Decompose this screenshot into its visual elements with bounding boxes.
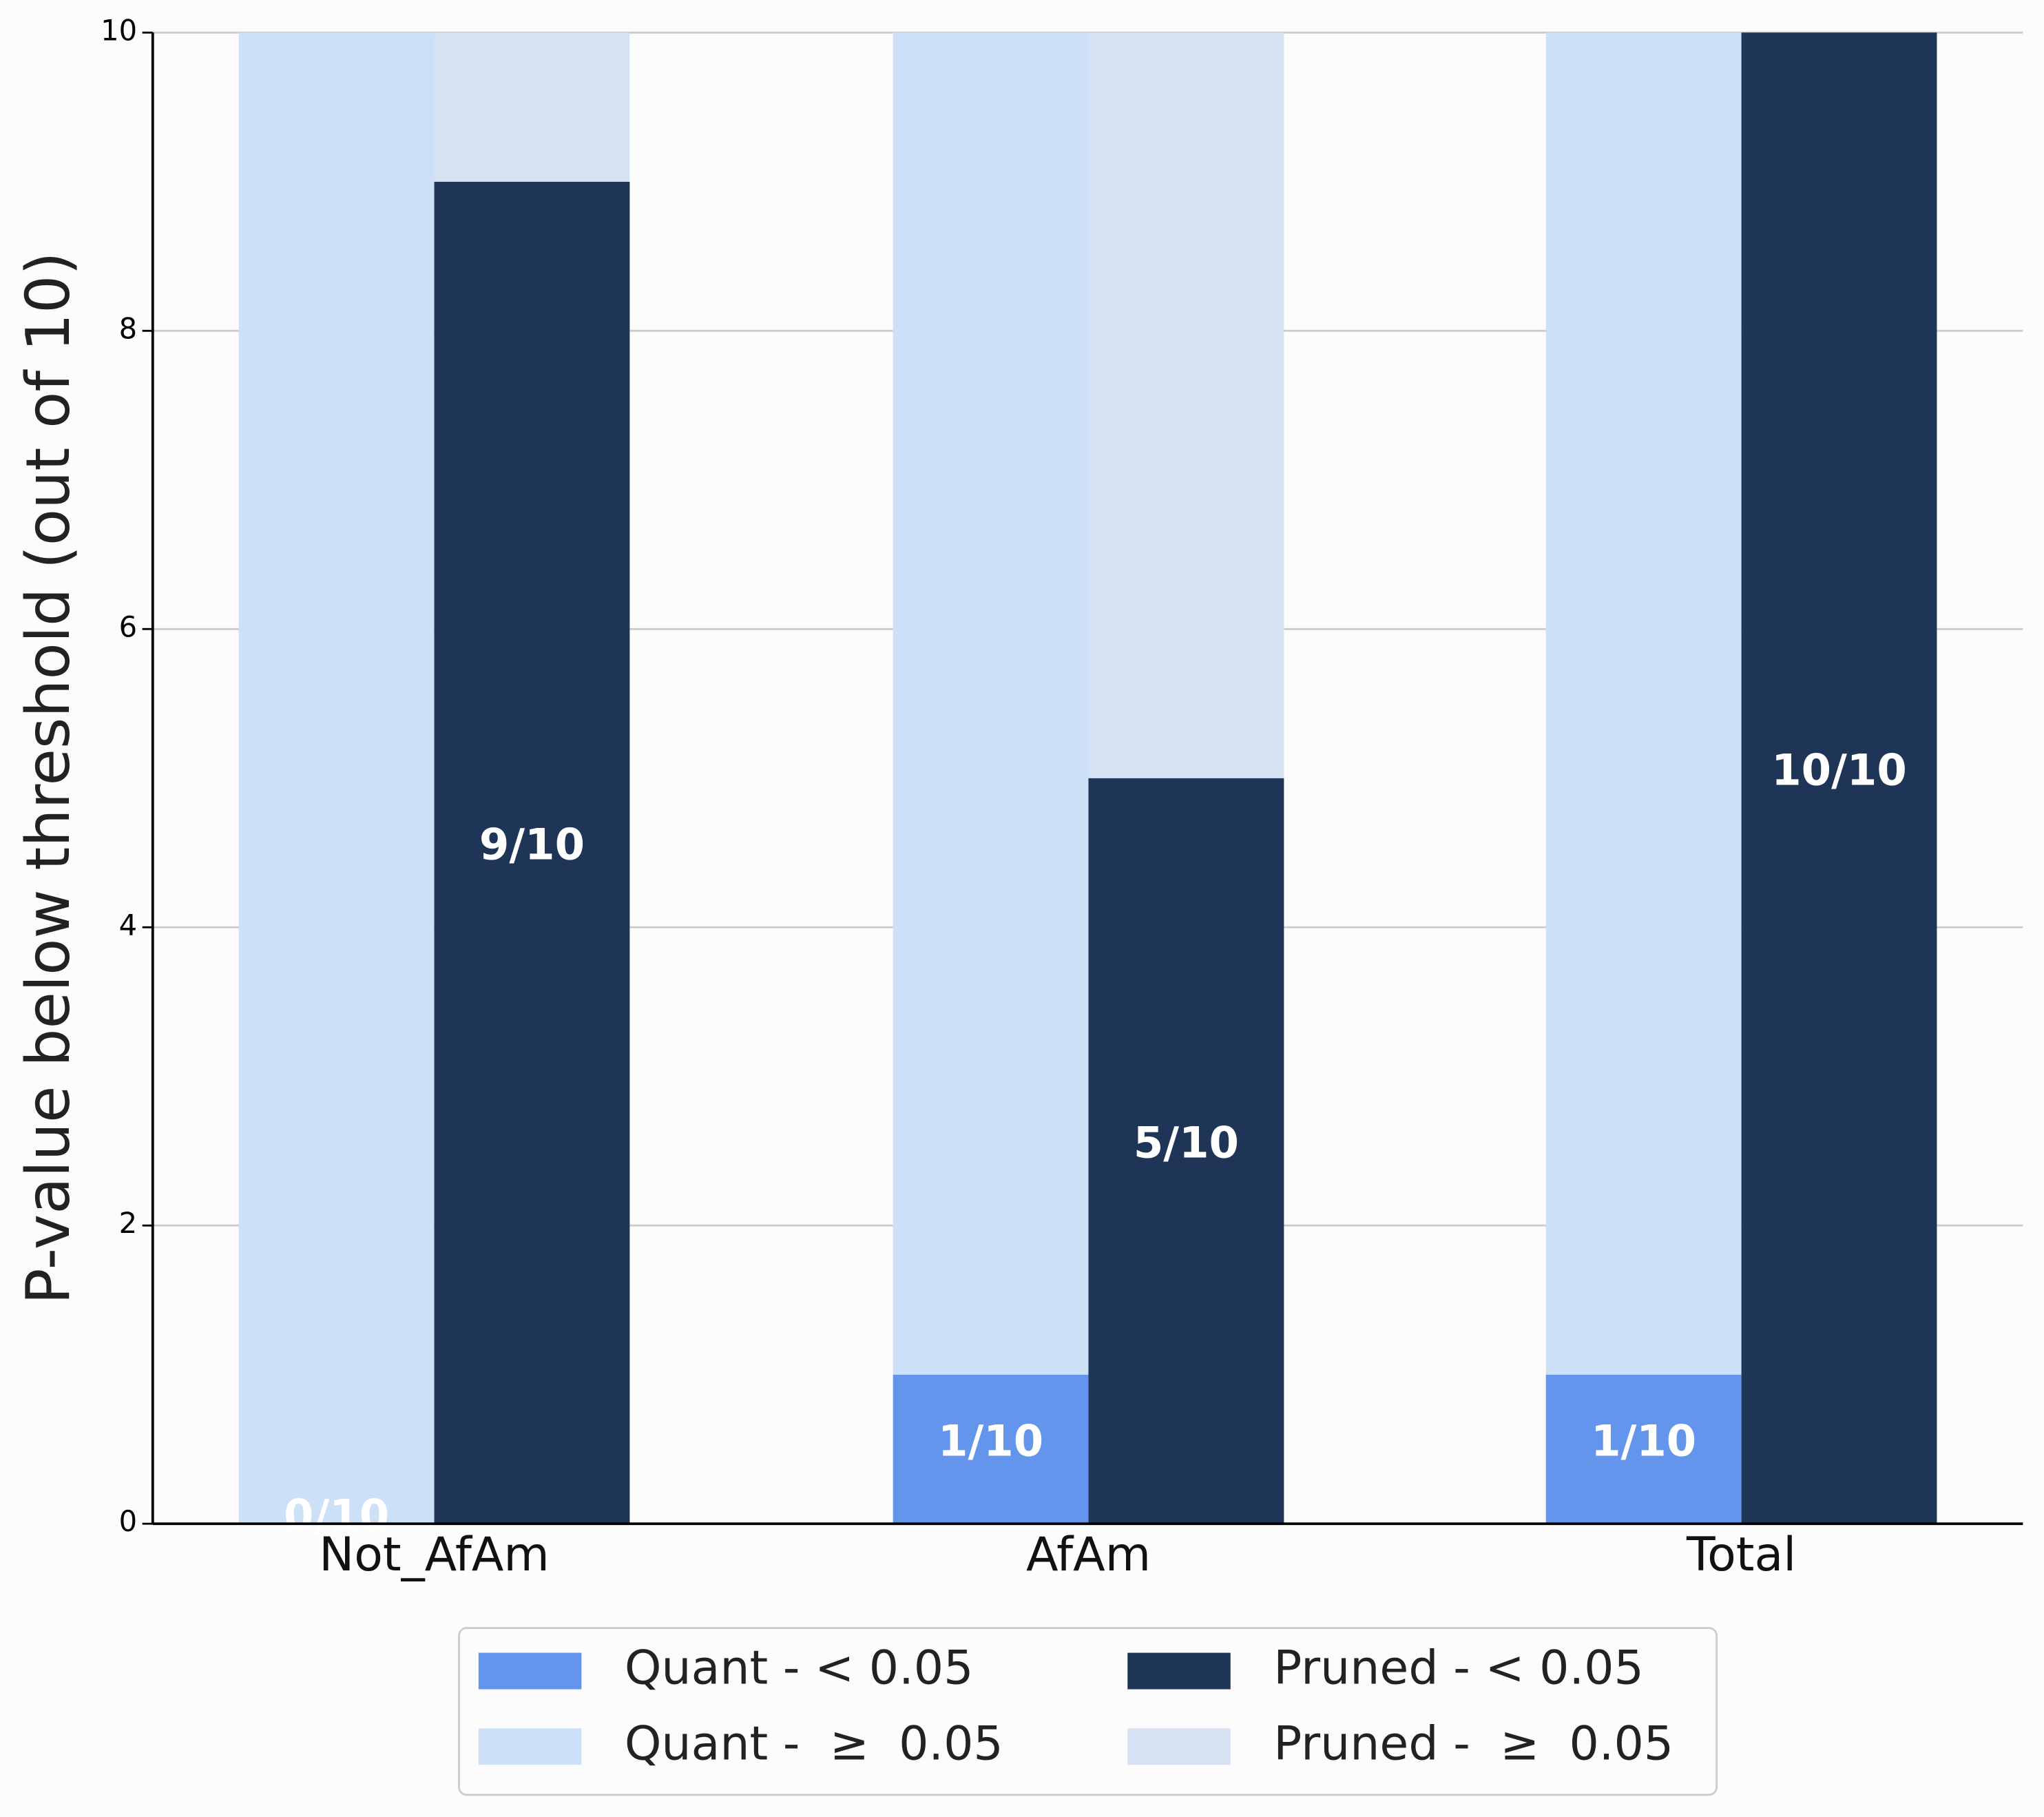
value-label: 10/10: [1771, 745, 1907, 795]
bar-segment: [1741, 32, 1937, 1524]
value-label: 9/10: [479, 820, 585, 870]
y-tick-label: 6: [119, 610, 137, 643]
value-label: 1/10: [1591, 1415, 1696, 1466]
value-label: 1/10: [938, 1415, 1043, 1466]
bar-segment: [434, 181, 630, 1524]
value-label: 5/10: [1134, 1117, 1239, 1167]
bar-segment: [1545, 1374, 1742, 1524]
legend-box: [458, 1627, 1718, 1796]
legend-label: Quant - < 0.05: [625, 1641, 974, 1696]
legend-swatch: [478, 1728, 582, 1765]
bar-segment: [1088, 32, 1284, 778]
legend-swatch: [1127, 1652, 1231, 1690]
y-tick-label: 8: [119, 311, 137, 345]
bar-segment: [238, 32, 435, 1524]
y-tick-label: 2: [119, 1206, 137, 1240]
y-tick-label: 0: [119, 1504, 137, 1538]
bar-segment: [893, 1374, 1089, 1524]
legend-label: Quant - ≥ 0.05: [625, 1716, 1003, 1771]
x-tick-label: Total: [1686, 1528, 1796, 1582]
legend-swatch: [1127, 1728, 1231, 1765]
legend-swatch: [478, 1652, 582, 1690]
bar-segment: [434, 32, 630, 182]
y-axis-label: P-value below threshold (out of 10): [13, 252, 83, 1305]
x-tick-label: AfAm: [1026, 1528, 1151, 1582]
y-tick-label: 4: [119, 908, 137, 942]
legend-label: Pruned - < 0.05: [1273, 1641, 1644, 1696]
x-tick-label: Not_AfAm: [319, 1528, 549, 1582]
bar-segment: [1545, 32, 1742, 1375]
value-label: 0/10: [284, 1491, 389, 1541]
legend-label: Pruned - ≥ 0.05: [1273, 1716, 1673, 1771]
bar-segment: [893, 32, 1089, 1375]
y-tick-label: 10: [101, 13, 137, 47]
bar-segment: [1088, 778, 1284, 1524]
